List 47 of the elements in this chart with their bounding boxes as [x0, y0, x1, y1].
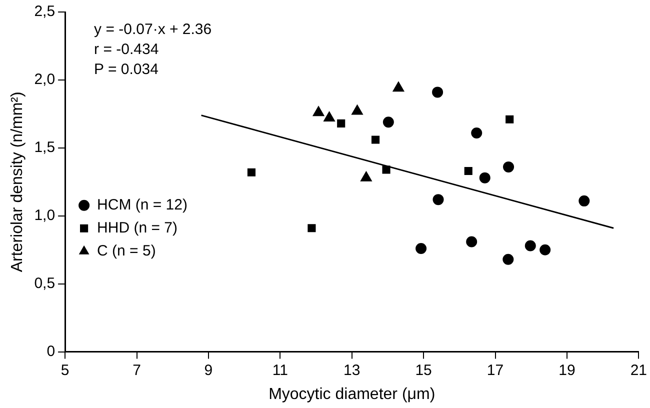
x-tick-label: 15 [415, 362, 432, 379]
point [432, 194, 444, 206]
point [466, 236, 478, 248]
y-tick-label: 0 [46, 342, 56, 360]
annotation: r = -0.434 [94, 41, 159, 58]
point [371, 136, 380, 144]
annotation: P = 0.034 [94, 61, 158, 78]
point [392, 82, 404, 92]
point [382, 116, 394, 128]
x-tick-label: 11 [272, 362, 288, 379]
x-tick-label: 19 [558, 362, 576, 379]
point [352, 104, 363, 115]
point [503, 161, 514, 172]
point [471, 127, 482, 138]
x-tick-label: 5 [60, 362, 70, 379]
legend-label: HCM (n = 12) [97, 196, 188, 214]
legend-label: C (n = 5) [97, 242, 156, 260]
point [247, 168, 256, 176]
point [506, 115, 514, 124]
x-tick-label: 9 [204, 362, 213, 379]
point [432, 86, 444, 98]
x-tick-label: 7 [132, 362, 141, 379]
point [337, 119, 346, 128]
annotation: y = -0.07·x + 2.36 [94, 21, 212, 38]
point [308, 224, 316, 232]
point [464, 166, 472, 176]
point [479, 172, 490, 184]
y-tick-label: 1,0 [34, 207, 56, 224]
point [312, 106, 324, 116]
y-tick-label: 1,5 [34, 139, 56, 156]
point [360, 171, 372, 182]
point [524, 240, 536, 252]
x-tick-label: 21 [630, 362, 647, 379]
point [416, 243, 427, 254]
x-tick-label: 17 [486, 362, 504, 379]
x-tick-label: 13 [344, 362, 360, 379]
point [540, 244, 551, 256]
y-tick-label: 2,0 [34, 71, 56, 88]
x-axis-title: Myocytic diameter (μm) [268, 386, 436, 403]
point [578, 195, 590, 206]
point [502, 254, 514, 265]
point [382, 166, 390, 174]
y-tick-label: 0,5 [34, 274, 56, 292]
legend-label: HHD (n = 7) [97, 220, 178, 237]
point [324, 112, 335, 122]
y-tick-label: 2,5 [34, 3, 56, 20]
y-axis-title: Arteriolar density (n/mm²) [9, 92, 26, 272]
